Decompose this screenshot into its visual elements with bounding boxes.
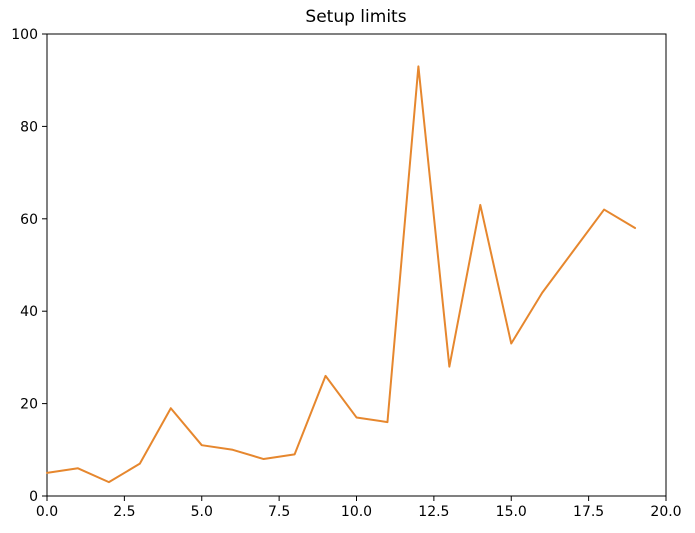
x-axis: 0.0 2.5 5.0 7.5 10.0 12.5 15.0 17.5 20.0 — [36, 496, 682, 520]
x-tick-label: 12.5 — [418, 504, 449, 520]
y-tick-label: 100 — [11, 27, 38, 43]
x-tick-label: 2.5 — [113, 504, 135, 520]
y-tick-label: 20 — [20, 397, 38, 413]
plot-frame — [46, 33, 667, 497]
x-tick-label: 17.5 — [573, 504, 604, 520]
series-line — [46, 65, 637, 484]
plot-area — [46, 33, 667, 497]
y-tick-label: 60 — [20, 212, 38, 228]
y-tick-label: 0 — [29, 489, 38, 505]
y-axis: 0 20 40 60 80 100 — [11, 27, 47, 505]
x-tick-label: 10.0 — [341, 504, 372, 520]
x-tick-label: 20.0 — [650, 504, 681, 520]
x-tick-label: 5.0 — [191, 504, 213, 520]
chart-title: Setup limits — [305, 7, 406, 27]
x-tick-label: 15.0 — [496, 504, 527, 520]
x-tick-label: 0.0 — [36, 504, 58, 520]
series-layer — [46, 65, 637, 484]
y-tick-label: 40 — [20, 304, 38, 320]
x-tick-label: 7.5 — [268, 504, 290, 520]
y-tick-label: 80 — [20, 119, 38, 135]
